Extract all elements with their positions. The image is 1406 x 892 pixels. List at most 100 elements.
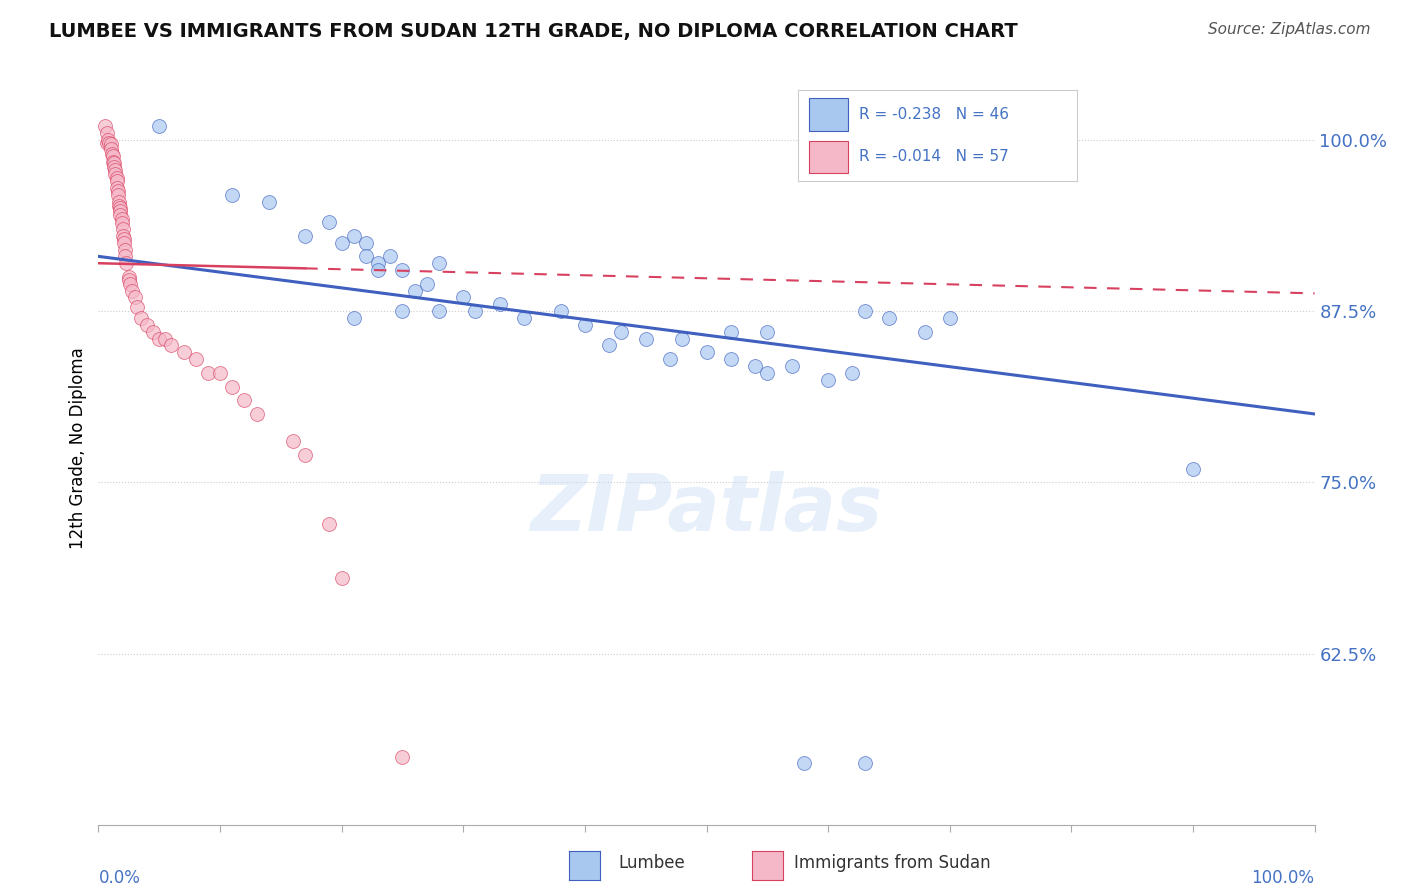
Point [294, 228, 316, 243]
Point [817, 373, 839, 387]
Point [756, 325, 779, 339]
Point [939, 311, 962, 326]
Point [105, 171, 128, 186]
Point [101, 149, 124, 163]
Point [110, 217, 132, 231]
Point [110, 208, 132, 222]
Text: Lumbee: Lumbee [619, 855, 685, 872]
Point [281, 434, 304, 449]
Point [354, 249, 377, 263]
Point [354, 235, 377, 250]
Point [550, 304, 572, 318]
Text: ZIPatlas: ZIPatlas [530, 470, 883, 547]
Point [696, 345, 718, 359]
Point [209, 366, 232, 380]
Point [101, 154, 124, 169]
Point [793, 756, 815, 771]
Point [93, 119, 115, 133]
Point [108, 194, 131, 209]
Point [513, 311, 536, 326]
Point [184, 352, 207, 367]
Point [136, 318, 159, 332]
Point [100, 143, 122, 157]
Point [124, 291, 146, 305]
Y-axis label: 12th Grade, No Diploma: 12th Grade, No Diploma [69, 347, 87, 549]
Point [96, 126, 118, 140]
Point [115, 256, 138, 270]
Point [148, 119, 170, 133]
Text: Source: ZipAtlas.com: Source: ZipAtlas.com [1208, 22, 1371, 37]
Point [380, 249, 402, 263]
Point [112, 231, 135, 245]
Point [108, 199, 131, 213]
Point [330, 235, 353, 250]
Point [671, 332, 693, 346]
Point [97, 133, 120, 147]
Point [453, 291, 475, 305]
Text: LUMBEE VS IMMIGRANTS FROM SUDAN 12TH GRADE, NO DIPLOMA CORRELATION CHART: LUMBEE VS IMMIGRANTS FROM SUDAN 12TH GRA… [49, 22, 1018, 41]
Point [877, 311, 900, 326]
Point [233, 393, 256, 408]
Point [659, 352, 682, 367]
Point [110, 204, 132, 219]
Point [841, 366, 863, 380]
Point [101, 146, 124, 161]
Point [720, 352, 742, 367]
Point [148, 332, 170, 346]
Point [129, 311, 152, 326]
Point [257, 194, 280, 209]
Point [173, 345, 195, 359]
Point [404, 284, 426, 298]
Text: Immigrants from Sudan: Immigrants from Sudan [794, 855, 991, 872]
Point [318, 215, 340, 229]
Point [780, 359, 803, 373]
Point [103, 161, 125, 175]
Point [118, 273, 141, 287]
Point [111, 222, 134, 236]
Point [155, 332, 177, 346]
Point [1182, 462, 1205, 476]
Point [343, 311, 366, 326]
Point [391, 263, 413, 277]
Point [744, 359, 766, 373]
Point [367, 256, 389, 270]
Point [104, 167, 127, 181]
Point [343, 228, 366, 243]
Point [105, 174, 128, 188]
Point [853, 304, 876, 318]
Point [118, 269, 141, 284]
Point [121, 284, 143, 298]
Point [720, 325, 742, 339]
Point [391, 304, 413, 318]
Point [107, 184, 129, 198]
Point [110, 212, 132, 227]
Point [107, 187, 129, 202]
Point [114, 243, 136, 257]
Point [96, 136, 118, 150]
Point [853, 756, 876, 771]
Point [127, 300, 149, 314]
Point [142, 325, 165, 339]
Text: 0.0%: 0.0% [98, 869, 141, 887]
Point [98, 136, 121, 150]
Point [427, 304, 450, 318]
Point [100, 136, 122, 151]
Point [427, 256, 450, 270]
Text: 100.0%: 100.0% [1251, 869, 1315, 887]
Point [367, 263, 389, 277]
Point [914, 325, 936, 339]
Point [221, 187, 243, 202]
Point [598, 338, 620, 352]
Point [634, 332, 657, 346]
Point [610, 325, 633, 339]
Point [245, 407, 267, 421]
Point [111, 228, 134, 243]
Point [488, 297, 510, 311]
Point [104, 163, 127, 178]
Point [110, 202, 132, 216]
Point [114, 249, 136, 263]
Point [103, 156, 125, 170]
Point [756, 366, 779, 380]
Point [391, 749, 413, 764]
Point [330, 571, 353, 585]
